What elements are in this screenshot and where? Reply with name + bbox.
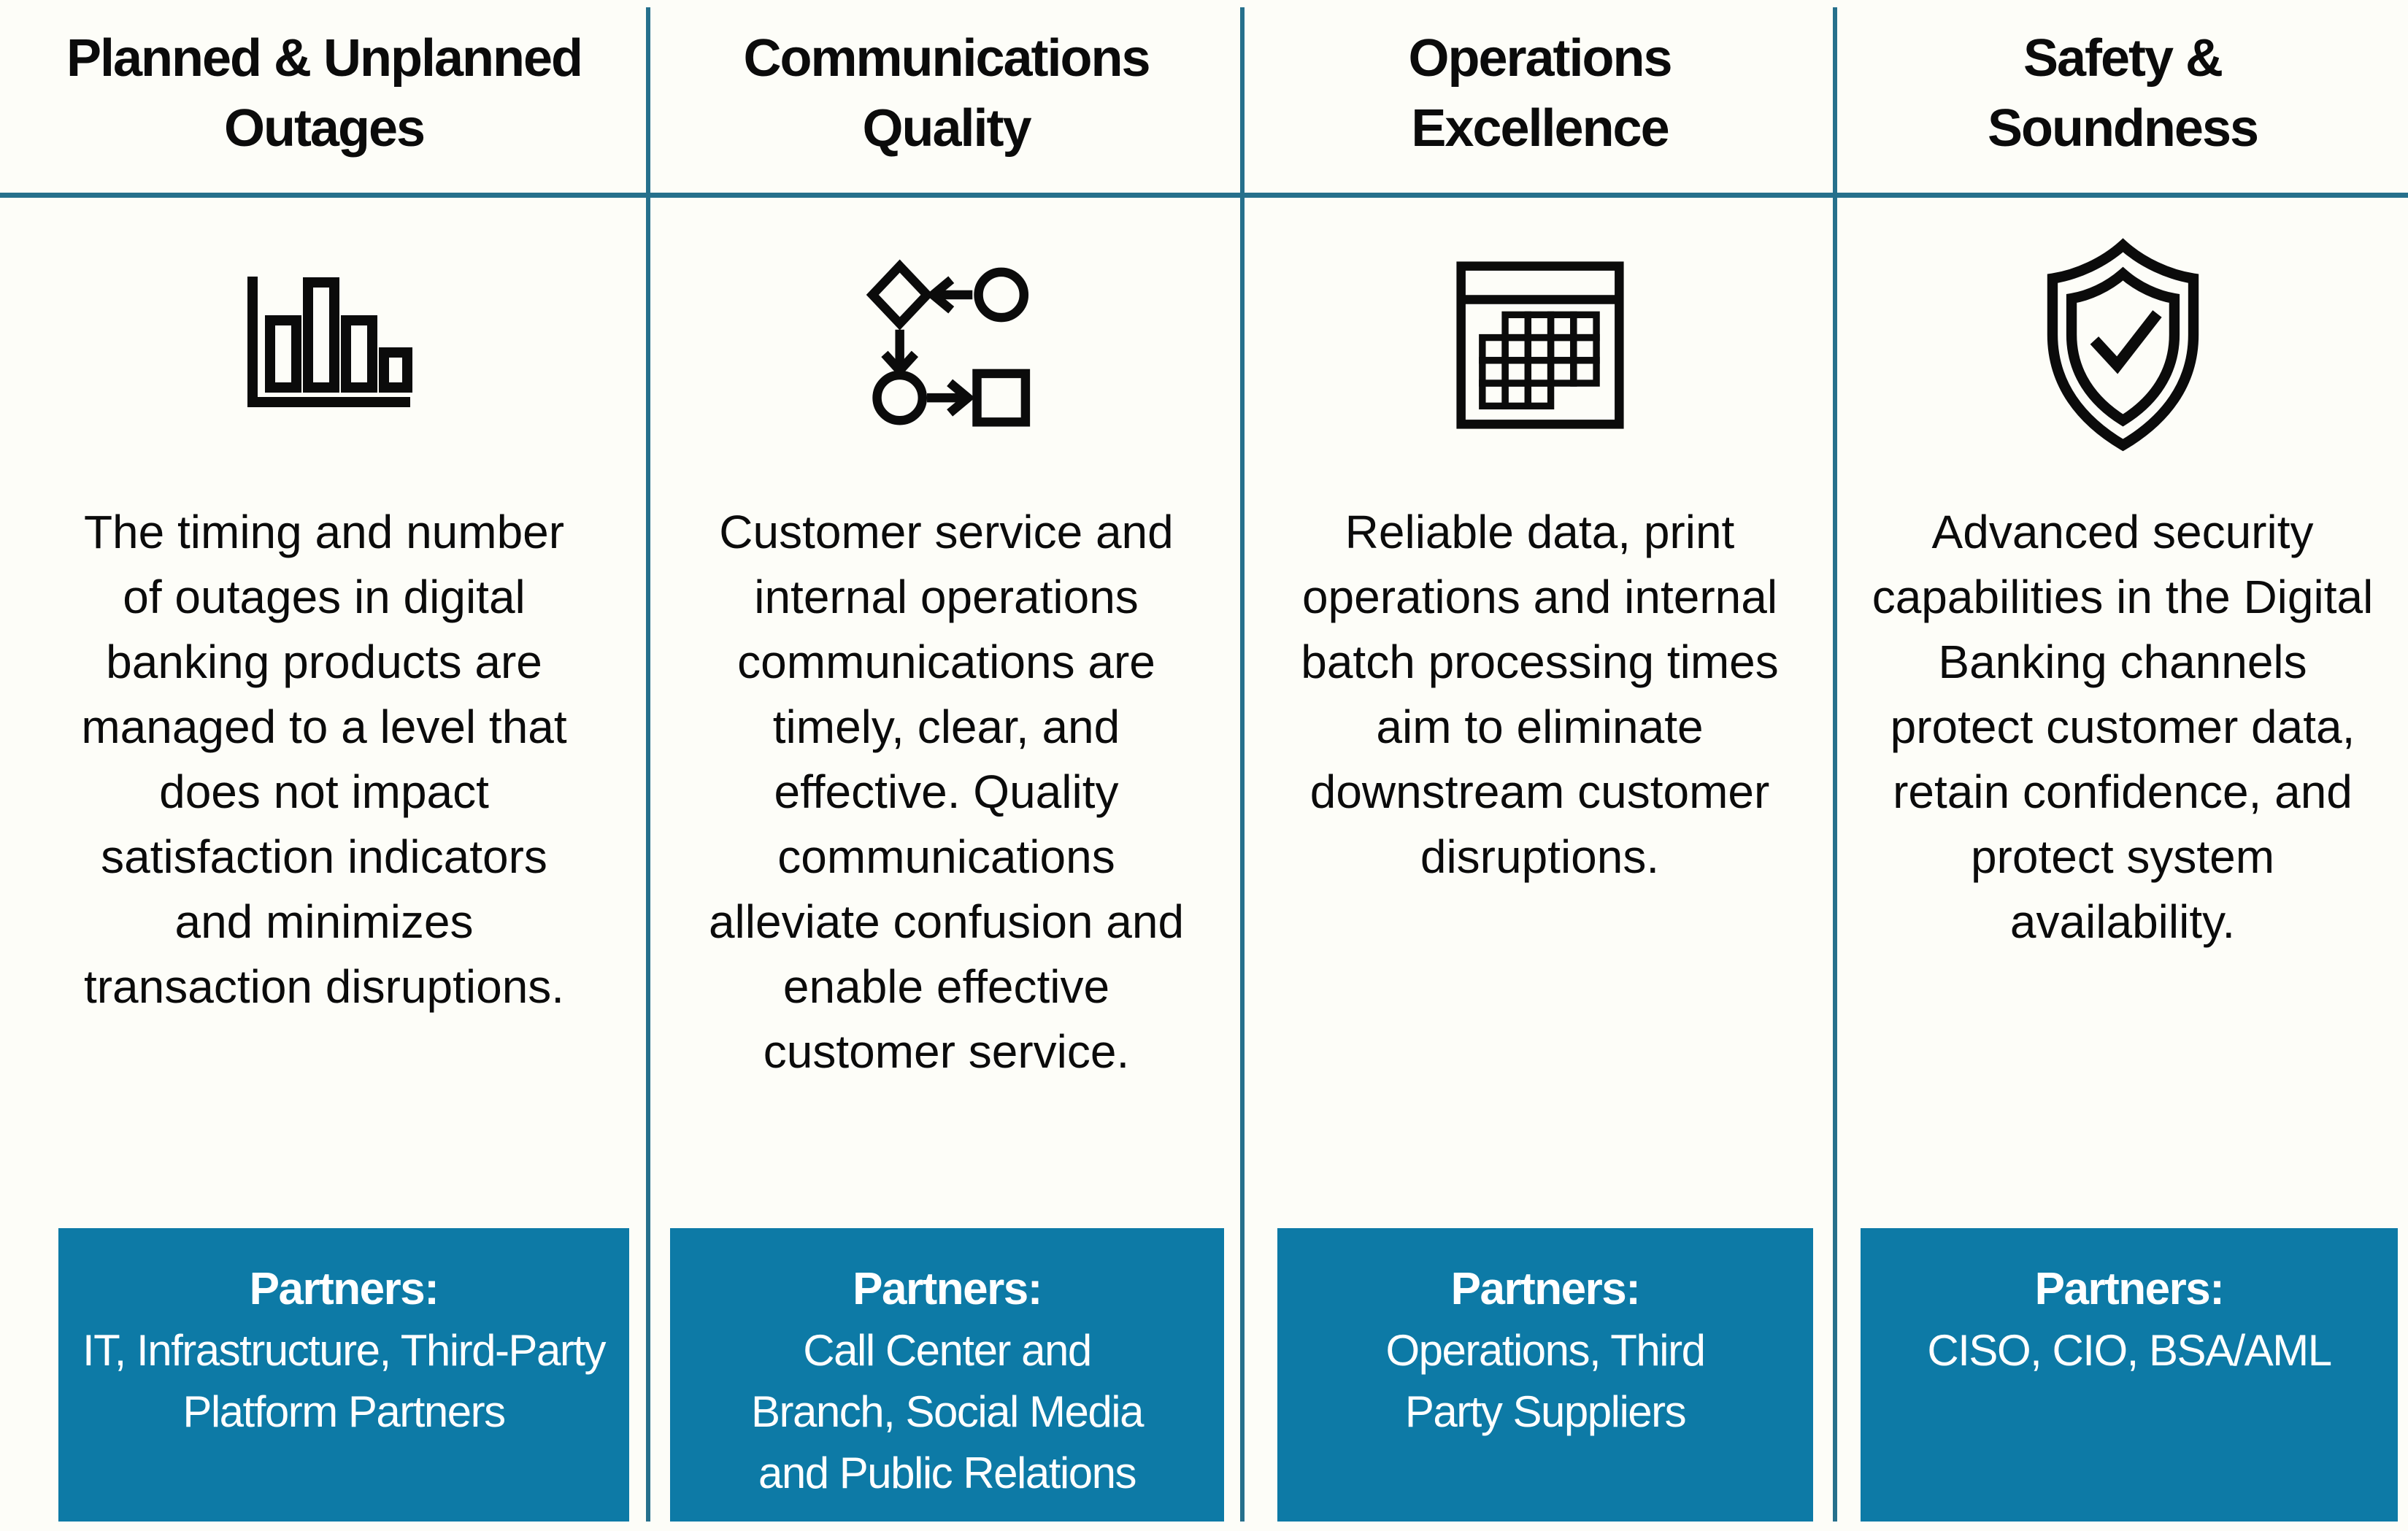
partners-list: Operations, Third Party Suppliers: [1385, 1326, 1706, 1436]
column-description-area: Reliable data, print operations and inte…: [1245, 500, 1835, 890]
partners-label: Partners:: [2034, 1264, 2225, 1314]
header-underline: [0, 193, 2408, 198]
column-description: The timing and number of outages in digi…: [81, 506, 567, 1013]
partners-box: Partners: CISO, CIO, BSA/AML: [1861, 1228, 2398, 1522]
partners-label: Partners:: [853, 1264, 1042, 1314]
partners-box: Partners: Operations, Third Party Suppli…: [1277, 1228, 1813, 1522]
column-description-area: Customer service and internal operations…: [650, 500, 1242, 1084]
column-description-area: Advanced security capabilities in the Di…: [1837, 500, 2408, 955]
column-communications-quality: Communications Quality Customer service …: [650, 0, 1242, 1531]
column-description: Reliable data, print operations and inte…: [1301, 506, 1779, 883]
column-description-area: The timing and number of outages in digi…: [0, 500, 648, 1019]
column-description: Customer service and internal operations…: [708, 506, 1185, 1078]
partners-list: IT, Infrastructure, Third-Party Platform…: [82, 1326, 606, 1436]
partners-label: Partners:: [1450, 1264, 1641, 1314]
shield-check-icon: [1837, 223, 2408, 467]
partners-list: CISO, CIO, BSA/AML: [1927, 1326, 2332, 1375]
column-operations-excellence: Operations Excellence: [1245, 0, 1835, 1531]
flowchart-icon: [650, 223, 1242, 467]
calendar-grid-icon: [1245, 223, 1835, 467]
column-divider-1: [646, 7, 650, 1522]
column-title: Operations Excellence: [1408, 29, 1672, 158]
column-planned-unplanned-outages: Planned & Unplanned Outages The timing a…: [0, 0, 648, 1531]
partners-box: Partners: IT, Infrastructure, Third-Part…: [58, 1228, 629, 1522]
column-safety-soundness: Safety & Soundness Advanced security cap…: [1837, 0, 2408, 1531]
column-divider-3: [1833, 7, 1837, 1522]
partners-label: Partners:: [249, 1264, 439, 1314]
column-title: Safety & Soundness: [1987, 29, 2259, 158]
partners-box: Partners: Call Center and Branch, Social…: [670, 1228, 1224, 1522]
column-title: Communications Quality: [743, 29, 1150, 158]
column-description: Advanced security capabilities in the Di…: [1872, 506, 2374, 948]
bar-chart-icon: [0, 223, 648, 467]
column-title: Planned & Unplanned Outages: [66, 29, 583, 158]
column-divider-2: [1240, 7, 1245, 1522]
partners-list: Call Center and Branch, Social Media and…: [751, 1326, 1144, 1497]
